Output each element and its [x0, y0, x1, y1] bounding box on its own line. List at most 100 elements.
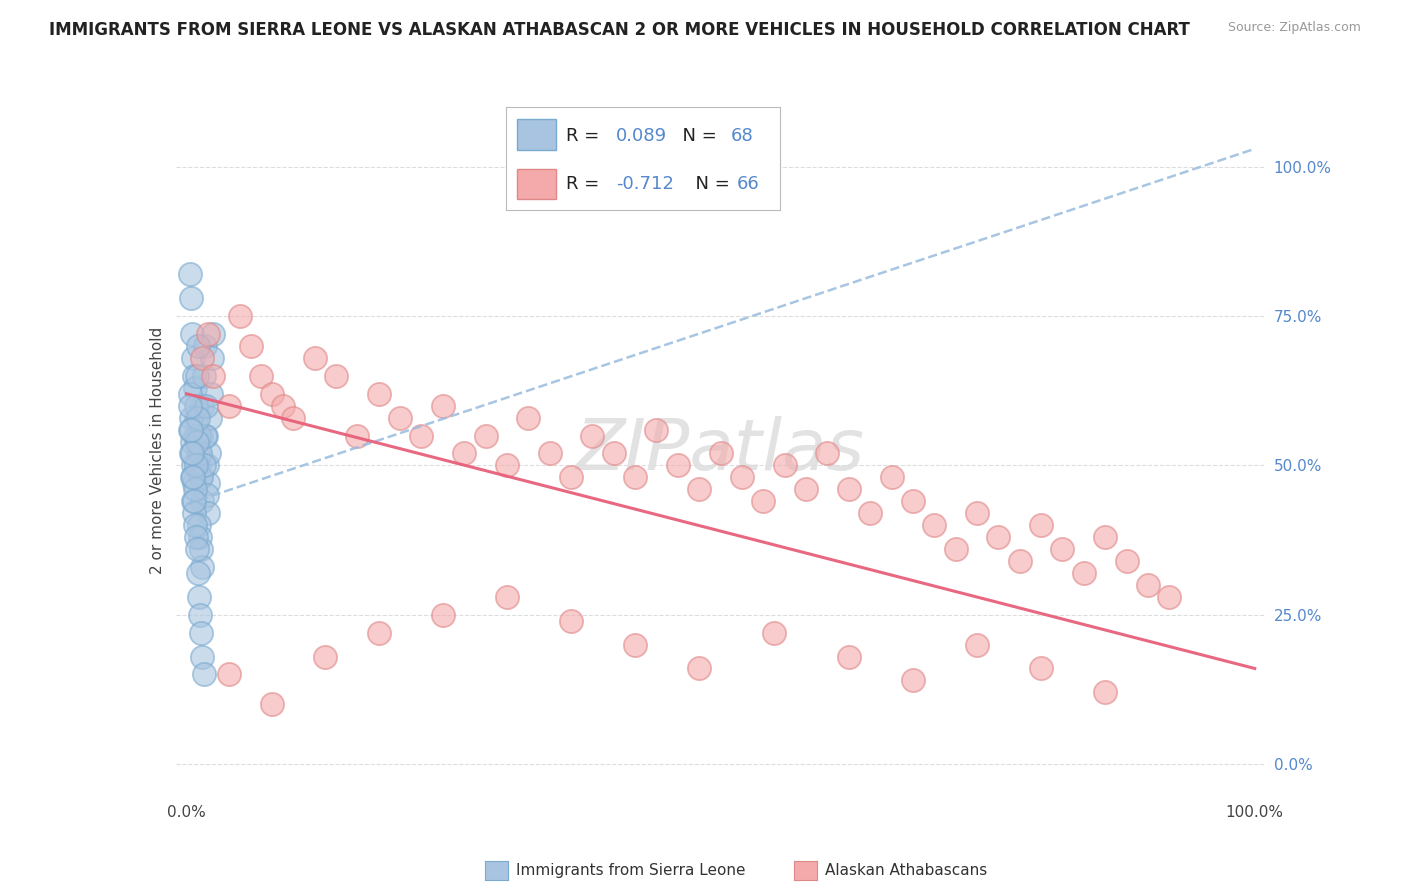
Point [179, 386, 201, 401]
Point [188, 428, 211, 442]
Point [731, 470, 754, 484]
Point [183, 494, 205, 508]
Point [260, 386, 283, 401]
Point [496, 458, 519, 473]
Point [193, 667, 215, 681]
Text: R =: R = [567, 127, 606, 145]
Point [181, 351, 204, 365]
Point [283, 410, 305, 425]
Point [666, 458, 689, 473]
Point [218, 399, 240, 413]
Point [190, 470, 212, 484]
Point [193, 368, 215, 383]
Point [752, 494, 775, 508]
Point [1008, 554, 1031, 568]
Point [188, 590, 211, 604]
Point [194, 339, 217, 353]
Point [624, 638, 647, 652]
Point [197, 506, 219, 520]
Point [762, 625, 785, 640]
Point [688, 661, 710, 675]
Point [367, 625, 389, 640]
Text: -0.712: -0.712 [616, 175, 673, 193]
Point [191, 399, 214, 413]
Point [180, 470, 202, 484]
Point [188, 470, 211, 484]
Point [179, 267, 201, 281]
Point [191, 649, 214, 664]
Point [560, 614, 582, 628]
Point [190, 625, 212, 640]
Point [187, 410, 209, 425]
Point [229, 309, 252, 323]
Point [901, 494, 924, 508]
Point [271, 399, 294, 413]
Point [645, 423, 668, 437]
Point [239, 339, 262, 353]
Point [184, 518, 207, 533]
Point [184, 428, 207, 442]
Point [603, 446, 626, 460]
Point [1159, 590, 1181, 604]
Point [560, 470, 582, 484]
Point [184, 458, 207, 473]
Point [314, 649, 336, 664]
Point [179, 399, 201, 413]
Text: N =: N = [685, 175, 735, 193]
FancyBboxPatch shape [517, 120, 555, 150]
Point [794, 483, 817, 497]
Text: 66: 66 [737, 175, 759, 193]
Point [815, 446, 838, 460]
Point [1136, 578, 1159, 592]
Point [496, 590, 519, 604]
Point [186, 368, 208, 383]
Point [432, 399, 454, 413]
Text: Immigrants from Sierra Leone: Immigrants from Sierra Leone [516, 863, 745, 878]
Point [180, 326, 202, 341]
Point [183, 368, 205, 383]
Point [710, 446, 733, 460]
FancyBboxPatch shape [517, 169, 555, 199]
Point [186, 541, 208, 556]
Point [195, 488, 218, 502]
Point [181, 458, 204, 473]
Point [186, 428, 208, 442]
Point [346, 428, 368, 442]
Point [773, 458, 796, 473]
Point [191, 351, 214, 365]
Point [180, 410, 202, 425]
Point [389, 410, 412, 425]
Point [188, 458, 211, 473]
Point [250, 368, 273, 383]
Point [880, 470, 903, 484]
Point [181, 494, 204, 508]
Point [184, 410, 207, 425]
Point [538, 446, 561, 460]
Point [180, 291, 202, 305]
Point [367, 386, 389, 401]
Point [1052, 541, 1074, 556]
Point [966, 638, 988, 652]
Point [325, 368, 347, 383]
Point [191, 494, 214, 508]
Point [624, 470, 647, 484]
Point [188, 518, 211, 533]
Text: IMMIGRANTS FROM SIERRA LEONE VS ALASKAN ATHABASCAN 2 OR MORE VEHICLES IN HOUSEHO: IMMIGRANTS FROM SIERRA LEONE VS ALASKAN … [49, 21, 1189, 38]
Point [180, 423, 202, 437]
Point [194, 428, 217, 442]
Point [186, 434, 208, 449]
Y-axis label: 2 or more Vehicles in Household: 2 or more Vehicles in Household [149, 326, 165, 574]
Point [179, 423, 201, 437]
Point [183, 506, 205, 520]
Point [198, 410, 221, 425]
Point [180, 434, 202, 449]
Point [966, 506, 988, 520]
Point [194, 399, 217, 413]
Point [188, 530, 211, 544]
Point [197, 476, 219, 491]
Point [1115, 554, 1137, 568]
Point [191, 560, 214, 574]
Point [304, 351, 326, 365]
Point [1094, 685, 1116, 699]
Point [181, 470, 204, 484]
